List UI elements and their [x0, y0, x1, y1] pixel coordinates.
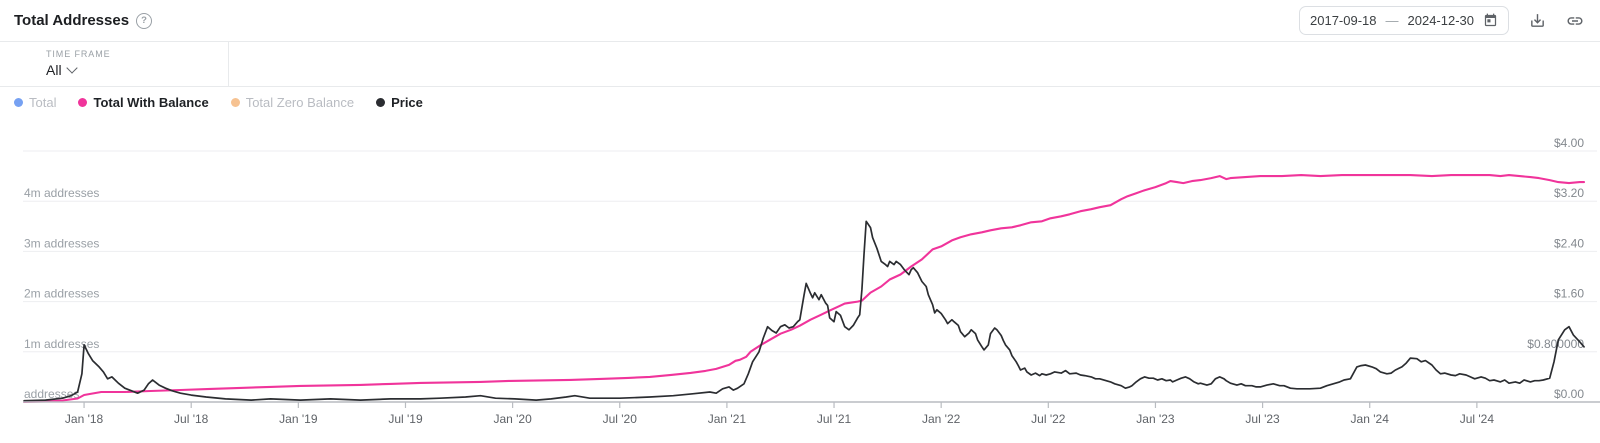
- chevron-down-icon: [65, 62, 78, 74]
- legend-label: Total Zero Balance: [245, 95, 355, 110]
- share-link-button[interactable]: [1566, 12, 1584, 30]
- x-axis-label: Jul '18: [174, 412, 209, 426]
- y-axis-right-label: $0.00: [1554, 387, 1584, 401]
- chart-area[interactable]: addresses $0.00 1m addresses $0.800000 2m ad…: [0, 118, 1600, 443]
- legend-item-total[interactable]: Total: [14, 95, 56, 110]
- time-frame-label: TIME FRAME: [46, 49, 111, 59]
- x-axis-label: Jan '18: [65, 412, 104, 426]
- y-axis-right-label: $2.40: [1554, 236, 1584, 250]
- legend-dot-icon: [78, 98, 88, 107]
- help-icon[interactable]: ?: [136, 12, 153, 29]
- series-line-price: [23, 220, 1585, 402]
- y-axis-right-label: $4.00: [1554, 136, 1584, 150]
- x-axis-label: Jan '20: [493, 412, 532, 426]
- x-axis-label: Jul '21: [817, 412, 852, 426]
- download-button[interactable]: [1529, 12, 1546, 29]
- y-axis-left-label: 4m addresses: [24, 186, 99, 200]
- x-axis-label: Jul '20: [603, 412, 638, 426]
- y-axis-left-label: 1m addresses: [24, 337, 99, 351]
- y-axis-right-label: $1.60: [1554, 287, 1584, 301]
- chain-link-icon: [1567, 16, 1583, 25]
- legend-label: Price: [391, 95, 423, 110]
- y-axis-left-label: 2m addresses: [24, 287, 99, 301]
- x-axis-label: Jan '23: [1136, 412, 1175, 426]
- calendar-icon: [1484, 13, 1497, 27]
- time-frame-value: All: [46, 62, 62, 78]
- x-axis-label: Jul '24: [1460, 412, 1495, 426]
- y-axis-right-label: $3.20: [1554, 186, 1584, 200]
- time-frame-dropdown[interactable]: TIME FRAME All: [0, 42, 229, 86]
- x-axis-label: Jan '21: [708, 412, 747, 426]
- date-separator: —: [1385, 13, 1399, 28]
- legend-label: Total With Balance: [93, 95, 209, 110]
- legend-item-total-with-balance[interactable]: Total With Balance: [78, 95, 209, 110]
- date-range-picker[interactable]: 2017-09-18 — 2024-12-30: [1299, 6, 1509, 35]
- x-axis-label: Jan '19: [279, 412, 318, 426]
- x-axis-label: Jul '23: [1245, 412, 1280, 426]
- series-line-total-with-balance: [23, 174, 1586, 404]
- date-end: 2024-12-30: [1407, 13, 1475, 28]
- download-tray-icon: [1531, 14, 1544, 27]
- legend-dot-icon: [14, 98, 23, 107]
- legend-item-total-zero-balance[interactable]: Total Zero Balance: [230, 95, 355, 110]
- date-start: 2017-09-18: [1310, 13, 1377, 28]
- x-axis-label: Jul '22: [1031, 412, 1066, 426]
- legend-label: Total: [29, 95, 57, 110]
- x-axis-label: Jan '24: [1351, 412, 1390, 426]
- x-axis-label: Jul '19: [388, 412, 423, 426]
- chart-header: Total Addresses ? 2017-09-18 — 2024-12-3…: [0, 0, 1600, 42]
- y-axis-right-label: $0.800000: [1527, 337, 1584, 351]
- x-axis-label: Jan '22: [922, 412, 961, 426]
- chart-toolbar: TIME FRAME All: [0, 42, 1600, 87]
- legend-dot-icon: [230, 98, 240, 107]
- legend-item-price[interactable]: Price: [376, 95, 423, 110]
- y-axis-left-label: 3m addresses: [24, 236, 99, 250]
- legend-dot-icon: [376, 98, 386, 107]
- legend: Total Total With Balance Total Zero Balanc…: [0, 87, 1600, 118]
- page-title: Total Addresses: [14, 12, 130, 29]
